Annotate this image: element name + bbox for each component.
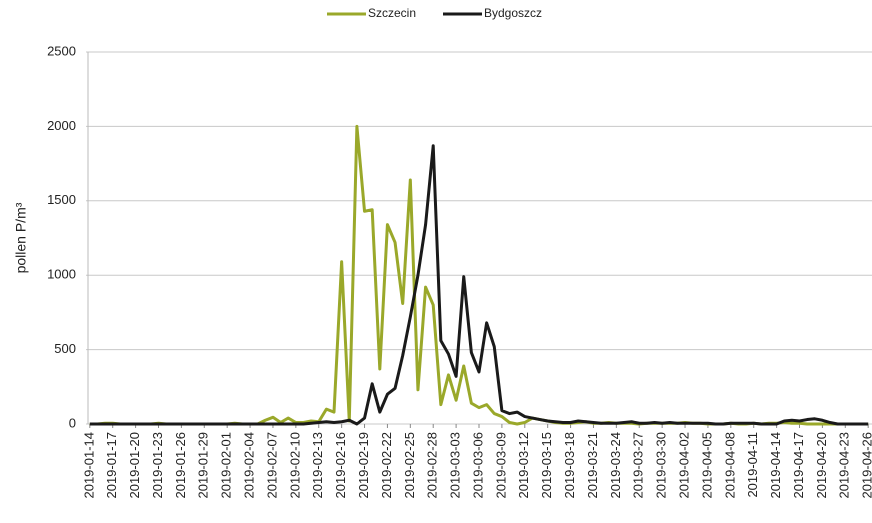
x-tick-label: 2019-04-14 [768,432,783,499]
x-tick-label: 2019-01-29 [196,432,211,499]
x-tick-label: 2019-03-06 [470,432,485,499]
x-tick-label: 2019-01-14 [81,432,96,499]
x-tick-label: 2019-03-21 [585,432,600,499]
y-axis-label: pollen P/m³ [13,202,29,273]
x-tick-label: 2019-01-26 [173,432,188,499]
x-tick-label: 2019-03-18 [562,432,577,499]
y-tick-label: 500 [54,341,76,356]
x-tick-label: 2019-02-07 [264,432,279,499]
x-tick-label: 2019-03-30 [654,432,669,499]
y-tick-label: 1500 [47,192,76,207]
x-tick-label: 2019-02-04 [242,432,257,499]
legend-label: Szczecin [368,6,416,20]
x-tick-label: 2019-02-22 [379,432,394,499]
x-tick-label: 2019-04-23 [837,432,852,499]
x-tick-label: 2019-04-20 [814,432,829,499]
x-tick-label: 2019-03-27 [631,432,646,499]
legend-label: Bydgoszcz [484,6,542,20]
y-tick-label: 2500 [47,43,76,58]
y-tick-label: 2000 [47,118,76,133]
x-tick-label: 2019-03-15 [539,432,554,499]
x-tick-label: 2019-02-19 [356,432,371,499]
x-tick-label: 2019-01-20 [127,432,142,499]
x-tick-label: 2019-04-02 [676,432,691,499]
x-tick-label: 2019-02-16 [333,432,348,499]
y-tick-label: 1000 [47,267,76,282]
x-tick-label: 2019-02-01 [219,432,234,499]
x-tick-label: 2019-02-13 [310,432,325,499]
x-tick-label: 2019-04-08 [722,432,737,499]
x-tick-label: 2019-03-03 [448,432,463,499]
x-tick-label: 2019-04-05 [699,432,714,499]
x-tick-label: 2019-02-28 [425,432,440,499]
x-tick-label: 2019-02-10 [287,432,302,499]
x-tick-label: 2019-02-25 [402,432,417,499]
x-tick-label: 2019-01-23 [150,432,165,499]
x-tick-label: 2019-01-17 [104,432,119,499]
x-tick-label: 2019-04-17 [791,432,806,499]
series-line [89,144,869,426]
x-tick-label: 2019-04-11 [745,432,760,498]
x-tick-label: 2019-03-09 [493,432,508,499]
y-tick-label: 0 [69,415,76,430]
x-tick-label: 2019-03-12 [516,432,531,499]
x-tick-label: 2019-04-26 [860,432,872,499]
x-tick-label: 2019-03-24 [608,432,623,499]
